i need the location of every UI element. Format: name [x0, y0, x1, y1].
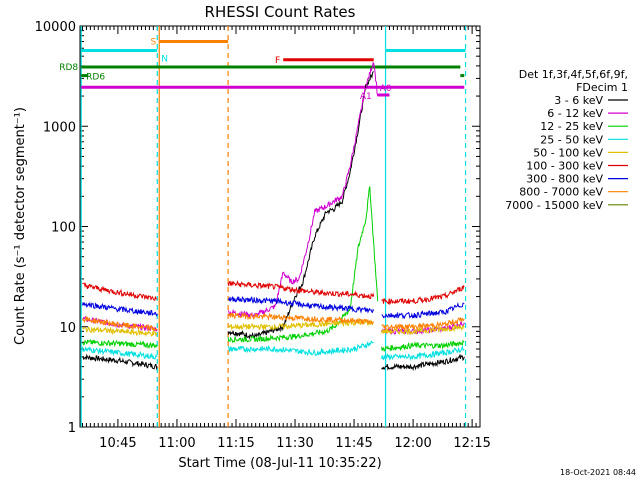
- series-line: [82, 326, 158, 338]
- legend-entry-label: 100 - 300 keV: [526, 160, 603, 173]
- series-line: [381, 344, 465, 362]
- series-50-100kev: [82, 318, 465, 338]
- flag-label: N: [161, 54, 168, 64]
- x-tick-label: 11:15: [217, 436, 254, 451]
- series-6-12kev: [82, 61, 465, 335]
- x-axis-label: Start Time (08-Jul-11 10:35:22): [178, 456, 381, 471]
- series-3-6kev: [82, 71, 465, 372]
- legend-entry-label: 50 - 100 keV: [533, 146, 603, 159]
- series-line: [381, 323, 465, 336]
- series-line: [227, 186, 379, 344]
- y-axis-ticks: 1 10 100 1000 10000: [35, 20, 480, 436]
- y-tick-label: 100: [51, 221, 76, 236]
- series-line: [82, 301, 158, 317]
- count-rate-series: [82, 61, 465, 372]
- legend-entry-label: 12 - 25 keV: [540, 120, 603, 133]
- legend-entry-label: 7000 - 15000 keV: [505, 199, 603, 212]
- series-line: [381, 284, 465, 306]
- series-line: [227, 296, 375, 314]
- y-tick-label: 1000: [43, 120, 76, 135]
- x-tick-label: 11:45: [335, 436, 372, 451]
- x-axis-ticks: 10:45 11:00 11:15 11:30 11:45 12:00 12:15: [81, 26, 491, 451]
- y-tick-label: 1: [68, 421, 76, 436]
- y-tick-label: 10: [59, 321, 76, 336]
- series-line: [227, 318, 375, 331]
- legend-entry-label: 800 - 7000 keV: [519, 186, 603, 199]
- flag-label: A0: [380, 84, 392, 94]
- series-line: [82, 282, 158, 301]
- legend-entry-label: 3 - 6 keV: [554, 94, 603, 107]
- flag-label: RD6: [86, 73, 105, 83]
- y-tick-label: 10000: [35, 20, 76, 35]
- chart-title: RHESSI Count Rates: [205, 3, 356, 21]
- series-line: [381, 353, 465, 372]
- flag-label: RD8: [59, 63, 78, 73]
- y-axis-label: Count Rate (s⁻¹ detector segment⁻¹): [13, 107, 28, 345]
- series-line: [381, 339, 465, 352]
- legend-header: Det 1f,3f,4f,5f,6f,9f,: [519, 68, 628, 81]
- legend: Det 1f,3f,4f,5f,6f,9f,FDecim 13 - 6 keV6…: [505, 68, 628, 212]
- series-line: [82, 338, 158, 350]
- series-line: [82, 345, 158, 360]
- series-300-800kev: [82, 296, 465, 320]
- series-line: [227, 61, 379, 319]
- legend-entry-label: 300 - 800 keV: [526, 173, 603, 186]
- flag-label: F: [275, 56, 280, 66]
- series-100-300kev: [82, 280, 465, 306]
- series-line: [227, 312, 375, 326]
- series-12-25kev: [82, 186, 465, 352]
- generated-timestamp: 18-Oct-2021 08:44: [560, 468, 636, 477]
- series-line: [381, 317, 465, 331]
- series-line: [227, 71, 374, 340]
- series-line: [381, 301, 465, 320]
- x-tick-label: 11:00: [158, 436, 195, 451]
- legend-entry-label: 25 - 50 keV: [540, 133, 603, 146]
- series-line: [227, 280, 375, 300]
- series-line: [82, 353, 158, 371]
- flag-label: A1: [360, 92, 372, 102]
- flag-label: S: [151, 38, 157, 48]
- x-tick-label: 12:15: [453, 436, 490, 451]
- series-800-7000kev: [82, 312, 465, 332]
- legend-header: FDecim 1: [576, 81, 628, 94]
- x-tick-label: 11:30: [276, 436, 313, 451]
- status-flag-bars: NS F RD8 RD6 A1 A0: [59, 38, 466, 102]
- series-line: [82, 315, 158, 332]
- series-25-50kev: [82, 340, 465, 362]
- attenuator-vlines: [80, 26, 467, 427]
- series-line: [227, 340, 374, 357]
- x-tick-label: 12:00: [394, 436, 431, 451]
- plot-area: 1 10 100 1000 10000 10:45 11:00 11:15 11:30 11:4…: [35, 20, 491, 451]
- legend-entry-label: 6 - 12 keV: [547, 107, 603, 120]
- x-tick-label: 10:45: [99, 436, 136, 451]
